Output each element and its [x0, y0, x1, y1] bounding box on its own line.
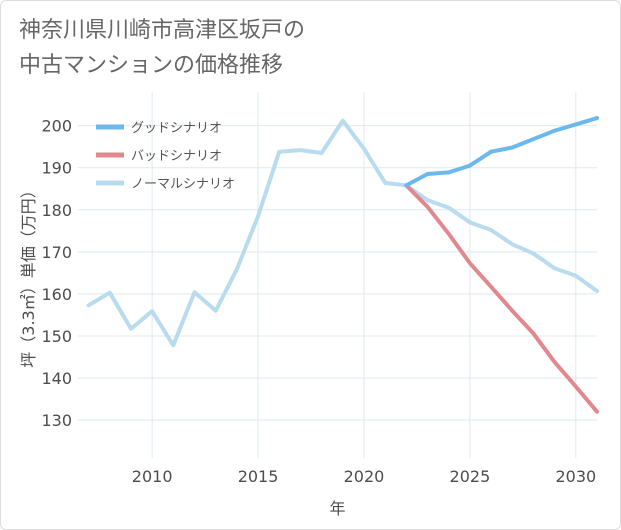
y-tick-label-200: 200	[41, 117, 72, 136]
x-tick-label-2020: 2020	[344, 467, 385, 486]
chart-title-line-1: 神奈川県川崎市高津区坂戸の	[19, 18, 306, 43]
legend-label-2: ノーマルシナリオ	[131, 177, 235, 192]
x-tick-label-2030: 2030	[555, 467, 596, 486]
y-axis-ticks: 130 140 150 160 170 180 190 200	[41, 117, 72, 430]
x-axis-ticks: 2010 2015 2020 2025 2030	[132, 467, 596, 486]
series-line-0	[404, 116, 599, 188]
chart-title: 神奈川県川崎市高津区坂戸の 中古マンションの価格推移	[19, 13, 305, 83]
legend-label-1: バッドシナリオ	[131, 149, 222, 164]
y-tick-label-130: 130	[41, 411, 72, 430]
y-tick-label-170: 170	[41, 243, 72, 262]
x-axis-label: 年	[329, 499, 345, 518]
y-tick-label-190: 190	[41, 159, 72, 178]
y-tick-label-150: 150	[41, 327, 72, 346]
legend-label-0: グッドシナリオ	[131, 121, 222, 136]
chart-title-line-2: 中古マンションの価格推移	[19, 53, 284, 78]
y-tick-label-160: 160	[41, 285, 72, 304]
x-tick-label-2015: 2015	[238, 467, 279, 486]
y-tick-label-140: 140	[41, 369, 72, 388]
series-line-2	[86, 118, 599, 348]
y-tick-label-180: 180	[41, 201, 72, 220]
y-axis-label: 坪（3.3㎡）単価（万円）	[19, 182, 38, 367]
series-lines	[86, 116, 599, 414]
x-tick-label-2025: 2025	[450, 467, 491, 486]
series-line-1	[404, 183, 599, 414]
x-tick-label-2010: 2010	[132, 467, 173, 486]
